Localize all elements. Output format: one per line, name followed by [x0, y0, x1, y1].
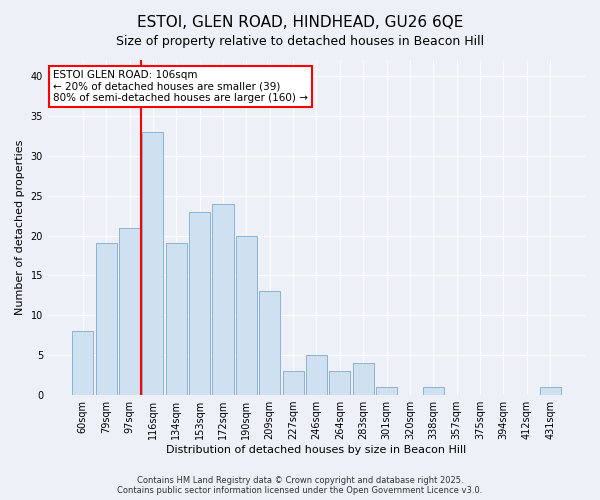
Bar	[283, 371, 304, 395]
Bar	[95, 244, 117, 395]
Bar	[423, 387, 444, 395]
Bar	[353, 363, 374, 395]
Bar	[236, 236, 257, 395]
Text: ESTOI GLEN ROAD: 106sqm
← 20% of detached houses are smaller (39)
80% of semi-de: ESTOI GLEN ROAD: 106sqm ← 20% of detache…	[53, 70, 308, 103]
Bar	[73, 332, 94, 395]
Bar	[166, 244, 187, 395]
Text: Contains HM Land Registry data © Crown copyright and database right 2025.
Contai: Contains HM Land Registry data © Crown c…	[118, 476, 482, 495]
Bar	[259, 292, 280, 395]
Text: ESTOI, GLEN ROAD, HINDHEAD, GU26 6QE: ESTOI, GLEN ROAD, HINDHEAD, GU26 6QE	[137, 15, 463, 30]
X-axis label: Distribution of detached houses by size in Beacon Hill: Distribution of detached houses by size …	[166, 445, 467, 455]
Y-axis label: Number of detached properties: Number of detached properties	[15, 140, 25, 315]
Bar	[119, 228, 140, 395]
Bar	[539, 387, 560, 395]
Bar	[189, 212, 210, 395]
Bar	[376, 387, 397, 395]
Bar	[329, 371, 350, 395]
Bar	[142, 132, 163, 395]
Text: Size of property relative to detached houses in Beacon Hill: Size of property relative to detached ho…	[116, 35, 484, 48]
Bar	[212, 204, 233, 395]
Bar	[306, 355, 327, 395]
